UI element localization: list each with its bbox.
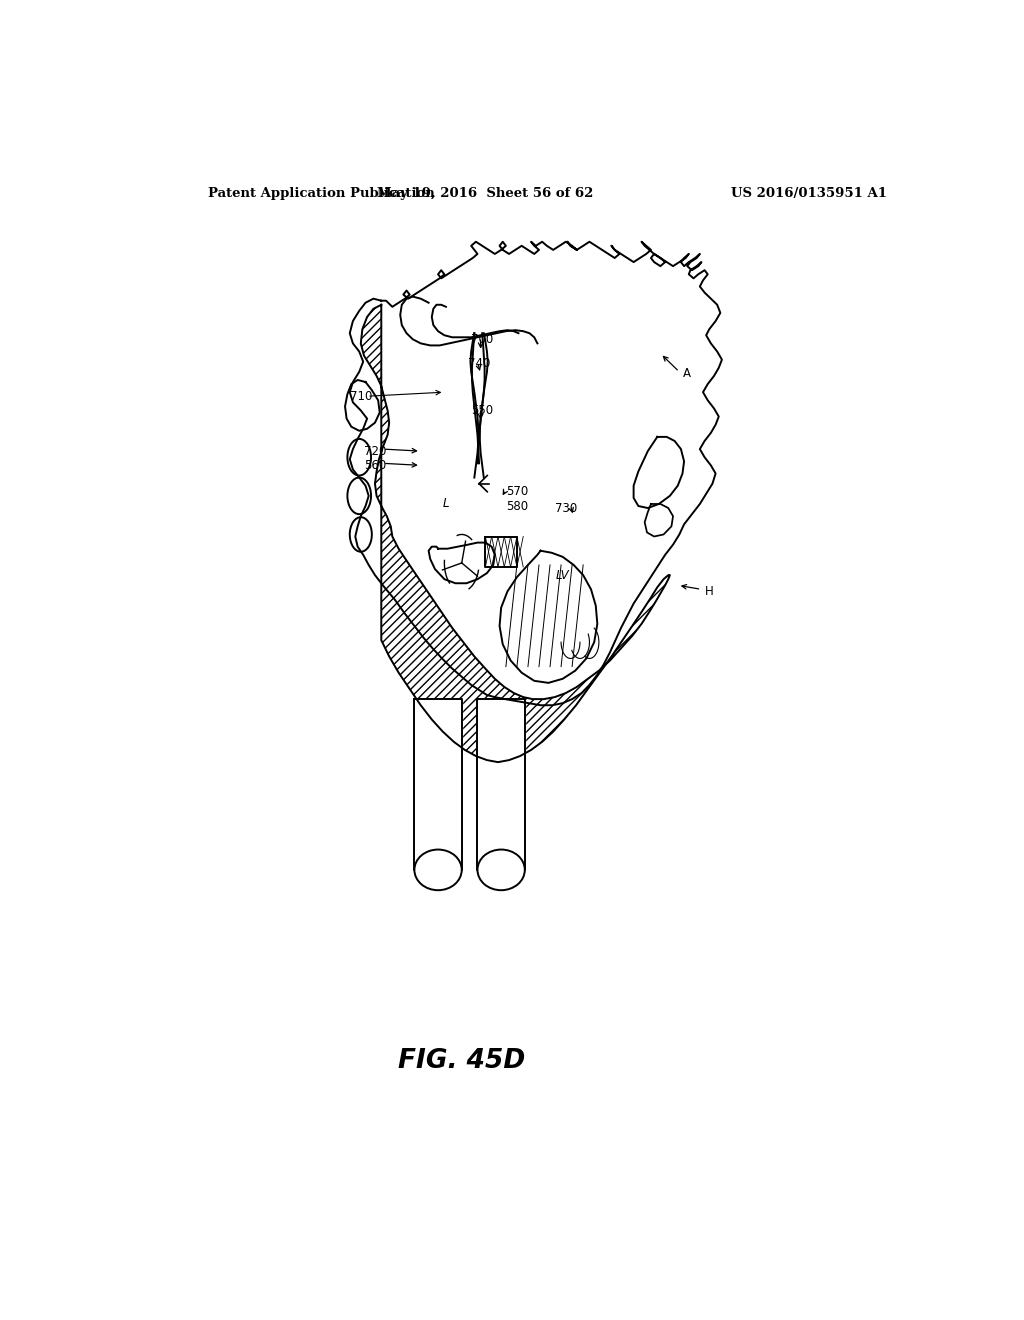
- Polygon shape: [429, 543, 495, 583]
- Text: LV: LV: [556, 569, 569, 582]
- Ellipse shape: [350, 517, 372, 552]
- Polygon shape: [645, 504, 673, 536]
- Text: 580: 580: [506, 499, 528, 512]
- Polygon shape: [477, 700, 524, 870]
- Ellipse shape: [415, 850, 462, 890]
- Text: 710: 710: [350, 389, 372, 403]
- Text: Patent Application Publication: Patent Application Publication: [208, 186, 434, 199]
- Text: 740: 740: [468, 358, 490, 370]
- Text: 550: 550: [471, 404, 494, 417]
- Text: 570: 570: [506, 486, 528, 498]
- Text: May 19, 2016  Sheet 56 of 62: May 19, 2016 Sheet 56 of 62: [377, 186, 593, 199]
- Text: US 2016/0135951 A1: US 2016/0135951 A1: [731, 186, 887, 199]
- Text: A: A: [682, 367, 690, 380]
- Polygon shape: [360, 305, 670, 762]
- Polygon shape: [415, 700, 462, 870]
- Text: 730: 730: [555, 502, 577, 515]
- Text: 720: 720: [364, 445, 386, 458]
- Ellipse shape: [347, 478, 371, 515]
- Polygon shape: [345, 380, 380, 430]
- Text: 700: 700: [471, 333, 494, 346]
- Polygon shape: [350, 242, 722, 705]
- Polygon shape: [485, 536, 517, 568]
- Polygon shape: [634, 437, 684, 508]
- Ellipse shape: [347, 440, 371, 475]
- Text: L: L: [442, 498, 450, 511]
- Ellipse shape: [477, 850, 524, 890]
- Text: FIG. 45D: FIG. 45D: [398, 1048, 525, 1074]
- Text: 560: 560: [364, 459, 386, 471]
- Text: H: H: [705, 585, 714, 598]
- Polygon shape: [500, 550, 597, 682]
